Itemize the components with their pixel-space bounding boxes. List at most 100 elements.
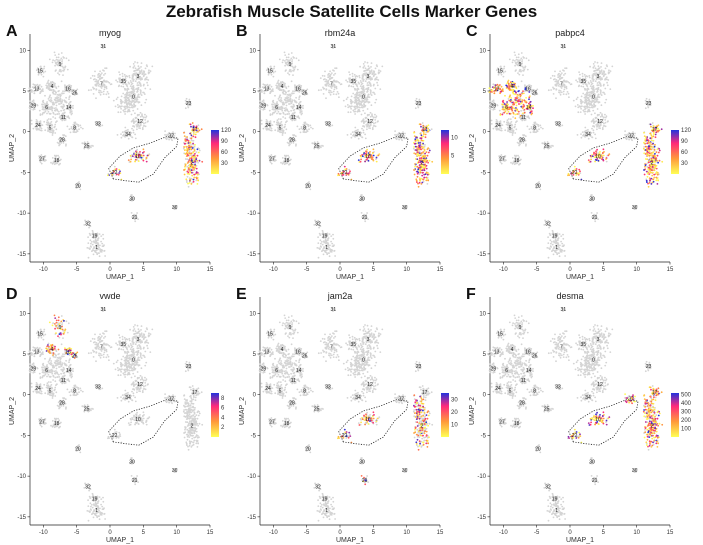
cell-point xyxy=(514,132,517,134)
cell-point xyxy=(592,66,595,69)
cell-point xyxy=(119,73,121,76)
cell-point xyxy=(87,147,90,150)
cell-point xyxy=(120,133,122,135)
cell-point xyxy=(370,94,373,96)
cell-point xyxy=(132,63,135,65)
cell-point xyxy=(39,84,41,86)
cell-point xyxy=(189,101,192,103)
cell-point xyxy=(185,102,188,105)
cell-point xyxy=(426,173,429,176)
cell-point xyxy=(293,111,296,114)
cell-point xyxy=(125,83,128,86)
cell-point xyxy=(116,134,119,136)
cell-point xyxy=(47,122,49,125)
cell-point xyxy=(329,244,331,247)
cell-point xyxy=(353,73,356,76)
cell-point xyxy=(120,82,123,84)
cluster-label: 17 xyxy=(192,127,198,133)
cell-point xyxy=(323,241,326,244)
cell-point xyxy=(337,92,340,95)
cell-point xyxy=(94,121,97,123)
cell-point xyxy=(590,87,593,90)
cell-point xyxy=(422,178,424,181)
cell-point xyxy=(601,78,603,81)
cell-point xyxy=(53,103,55,106)
cell-point xyxy=(377,71,380,74)
cell-point xyxy=(184,152,187,155)
cell-point xyxy=(328,255,331,258)
cell-point xyxy=(320,242,322,245)
cell-point xyxy=(601,115,604,118)
cell-point xyxy=(299,100,302,103)
cell-point xyxy=(261,91,263,93)
cell-point xyxy=(194,154,197,157)
cell-point xyxy=(195,171,198,173)
cell-point xyxy=(271,89,274,92)
cell-point xyxy=(518,70,521,72)
cell-point xyxy=(95,242,97,245)
cell-point xyxy=(419,179,422,181)
cell-point xyxy=(261,100,264,103)
cell-point xyxy=(31,91,33,93)
cell-point xyxy=(145,115,148,118)
cell-point xyxy=(68,107,71,110)
cell-point xyxy=(63,134,65,137)
cell-point xyxy=(42,101,45,104)
cell-point xyxy=(135,99,138,101)
cell-point xyxy=(47,81,49,83)
cell-point xyxy=(60,109,62,112)
cell-point xyxy=(298,95,301,97)
cell-point xyxy=(55,69,57,71)
cell-point xyxy=(119,170,121,173)
cell-point xyxy=(503,67,505,70)
cell-point xyxy=(64,65,67,68)
cell-point xyxy=(124,113,126,115)
cell-point xyxy=(134,160,137,163)
cell-point xyxy=(133,92,136,95)
cell-point xyxy=(138,127,140,129)
cell-point xyxy=(511,129,514,132)
cell-point xyxy=(103,244,105,247)
legend-tick-label: 10 xyxy=(451,135,458,141)
cell-point xyxy=(597,93,600,96)
cell-point xyxy=(35,90,37,92)
cell-point xyxy=(64,135,67,138)
cell-point xyxy=(120,85,123,88)
cell-point xyxy=(149,70,152,72)
cell-point xyxy=(127,94,130,97)
cell-point xyxy=(90,242,92,245)
cell-point xyxy=(61,114,63,117)
cell-point xyxy=(271,112,274,115)
cell-point xyxy=(77,124,80,126)
cell-point xyxy=(141,118,144,121)
cell-point xyxy=(418,173,421,176)
cell-point xyxy=(88,248,91,251)
cell-point xyxy=(184,158,187,160)
cell-point xyxy=(366,148,368,151)
cell-point xyxy=(352,92,355,95)
cell-point xyxy=(276,82,278,85)
cell-point xyxy=(139,115,142,118)
cell-point xyxy=(270,127,273,130)
cell-point xyxy=(604,73,607,76)
cell-point xyxy=(128,74,131,77)
cell-point xyxy=(597,68,600,71)
cell-point xyxy=(192,142,195,145)
cell-point xyxy=(596,82,599,84)
cell-point xyxy=(192,151,195,154)
cell-point xyxy=(520,52,523,54)
cell-point xyxy=(270,162,273,165)
cell-point xyxy=(366,61,369,64)
cell-point xyxy=(355,93,357,96)
x-tick-label: 5 xyxy=(372,267,376,273)
cell-point xyxy=(129,134,132,137)
cell-point xyxy=(361,91,364,94)
cluster-label: 18 xyxy=(284,158,290,164)
cell-point xyxy=(66,85,69,87)
cell-point xyxy=(357,159,360,162)
cell-point xyxy=(97,120,99,123)
cell-point xyxy=(125,79,128,82)
cell-point xyxy=(146,65,149,68)
cell-point xyxy=(29,103,32,106)
cell-point xyxy=(362,131,365,134)
